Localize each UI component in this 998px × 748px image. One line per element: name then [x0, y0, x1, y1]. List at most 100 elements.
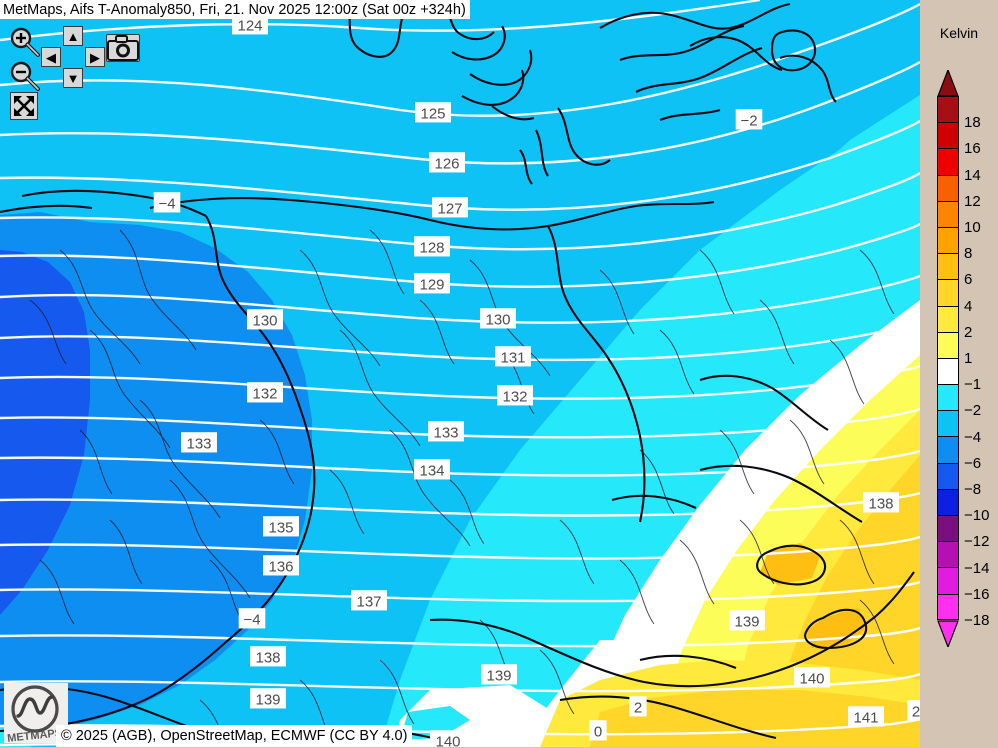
- legend-tick: −14: [964, 559, 990, 577]
- contour-label: 133: [181, 432, 217, 453]
- contour-label: 138: [863, 492, 899, 513]
- arrow-up-icon: ▲: [66, 28, 80, 44]
- legend-band--6: [937, 436, 959, 463]
- svg-text:139: 139: [486, 668, 511, 685]
- svg-text:138: 138: [868, 496, 893, 513]
- contour-label: 132: [497, 385, 533, 406]
- svg-text:135: 135: [268, 520, 293, 537]
- contour-label: 140: [794, 667, 830, 688]
- svg-text:−4: −4: [243, 612, 260, 629]
- svg-text:126: 126: [434, 156, 459, 173]
- legend-tick: −18: [964, 612, 990, 629]
- legend-band--16: [937, 567, 959, 594]
- svg-text:0: 0: [594, 724, 602, 741]
- svg-text:139: 139: [255, 692, 280, 709]
- legend-tick: −1: [964, 376, 982, 394]
- svg-text:133: 133: [433, 425, 458, 442]
- legend-tick: 4: [964, 297, 973, 315]
- legend-band-8: [937, 226, 959, 254]
- svg-text:139: 139: [734, 614, 759, 631]
- legend-color-scale: [937, 96, 959, 620]
- contour-label: 129: [414, 273, 450, 294]
- zoom-in-icon[interactable]: [8, 26, 42, 58]
- svg-text:130: 130: [252, 313, 277, 330]
- legend-tick: −2: [964, 402, 982, 420]
- legend-tick: 18: [964, 114, 981, 132]
- svg-text:140: 140: [435, 734, 460, 747]
- contour-labels: 124 125 126 127 128 129 130 130 131 132 132 133 133 1…: [181, 14, 899, 747]
- anomaly-labels: −4 −2 −4 2 0 2: [153, 109, 920, 741]
- contour-label: 138: [250, 646, 286, 667]
- contour-label: 131: [495, 346, 531, 367]
- arrow-right-icon: ▶: [90, 49, 100, 65]
- legend-tick: 10: [964, 219, 981, 236]
- attribution-text: © 2025 (AGB), OpenStreetMap, ECMWF (CC B…: [61, 728, 408, 744]
- legend-band-2: [937, 305, 959, 332]
- contour-label: 140: [430, 730, 466, 747]
- map-svg: 124 125 126 127 128 129 130 130 131 132 132 133 133 1…: [0, 0, 920, 747]
- map-title: MetMaps, Aifs T-Anomaly850, Fri, 21. Nov…: [3, 1, 466, 18]
- legend-tick: −4: [964, 428, 982, 446]
- legend-band--10: [937, 488, 959, 515]
- svg-text:132: 132: [502, 389, 527, 406]
- legend-bottom-arrow: [937, 620, 959, 647]
- map-title-bar: MetMaps, Aifs T-Anomaly850, Fri, 21. Nov…: [0, 0, 470, 19]
- fullscreen-icon[interactable]: [10, 92, 38, 120]
- legend-tick: −12: [964, 533, 990, 551]
- legend-band--1: [937, 357, 959, 385]
- contour-label: 139: [481, 664, 517, 685]
- anomaly-label: 0: [589, 720, 607, 741]
- svg-text:141: 141: [853, 710, 878, 727]
- contour-label: 127: [432, 197, 468, 218]
- anomaly-label: −4: [153, 192, 181, 213]
- pan-left-button[interactable]: ◀: [41, 47, 61, 67]
- legend-tick: −10: [964, 507, 990, 525]
- svg-text:134: 134: [419, 463, 444, 480]
- legend-band-6: [937, 253, 959, 280]
- anomaly-label: 2: [629, 696, 647, 717]
- contour-label: 128: [414, 236, 450, 257]
- svg-text:140: 140: [799, 671, 824, 688]
- legend-band-10: [937, 200, 959, 227]
- legend-band--8: [937, 462, 959, 489]
- legend-band-14: [937, 148, 959, 175]
- legend-band--2: [937, 384, 959, 411]
- arrow-left-icon: ◀: [46, 49, 56, 65]
- pan-right-button[interactable]: ▶: [85, 47, 105, 67]
- arrow-down-icon: ▼: [66, 70, 80, 86]
- legend-band--18: [937, 593, 959, 620]
- svg-text:2: 2: [634, 700, 642, 717]
- contour-label: 124: [232, 14, 268, 35]
- contour-label: 133: [428, 421, 464, 442]
- legend-band--4: [937, 410, 959, 437]
- legend-panel: Kelvin 18 16 14 12 10 8 6 4 2 1 −1 −2 −4 −6 −8 −10 −12 −1…: [920, 0, 998, 747]
- contour-label: 137: [351, 590, 387, 611]
- map-canvas[interactable]: 124 125 126 127 128 129 130 130 131 132 132 133 133 1…: [0, 0, 920, 747]
- contour-label: 141: [848, 706, 884, 727]
- svg-text:133: 133: [186, 436, 211, 453]
- legend-band-4: [937, 279, 959, 306]
- svg-text:−4: −4: [158, 196, 175, 213]
- zoom-out-icon[interactable]: [8, 60, 42, 92]
- contour-label: 132: [247, 382, 283, 403]
- legend-tick: 14: [964, 166, 981, 184]
- svg-text:124: 124: [237, 18, 262, 35]
- legend-band-16: [937, 122, 959, 149]
- legend-top-arrow: [937, 70, 959, 97]
- pan-down-button[interactable]: ▼: [63, 68, 83, 88]
- legend-tick: 8: [964, 245, 973, 263]
- pan-up-button[interactable]: ▲: [63, 26, 83, 46]
- contour-label: 139: [250, 688, 286, 709]
- anomaly-label: 2: [907, 700, 920, 721]
- legend-band-1: [937, 331, 959, 358]
- svg-text:125: 125: [420, 106, 445, 123]
- svg-text:131: 131: [500, 350, 525, 367]
- svg-text:132: 132: [252, 386, 277, 403]
- camera-icon[interactable]: [106, 34, 140, 62]
- legend-tick: 16: [964, 140, 981, 158]
- contour-label: 136: [263, 555, 299, 576]
- svg-text:137: 137: [356, 594, 381, 611]
- legend-tick: 1: [964, 350, 973, 367]
- svg-text:128: 128: [419, 240, 444, 257]
